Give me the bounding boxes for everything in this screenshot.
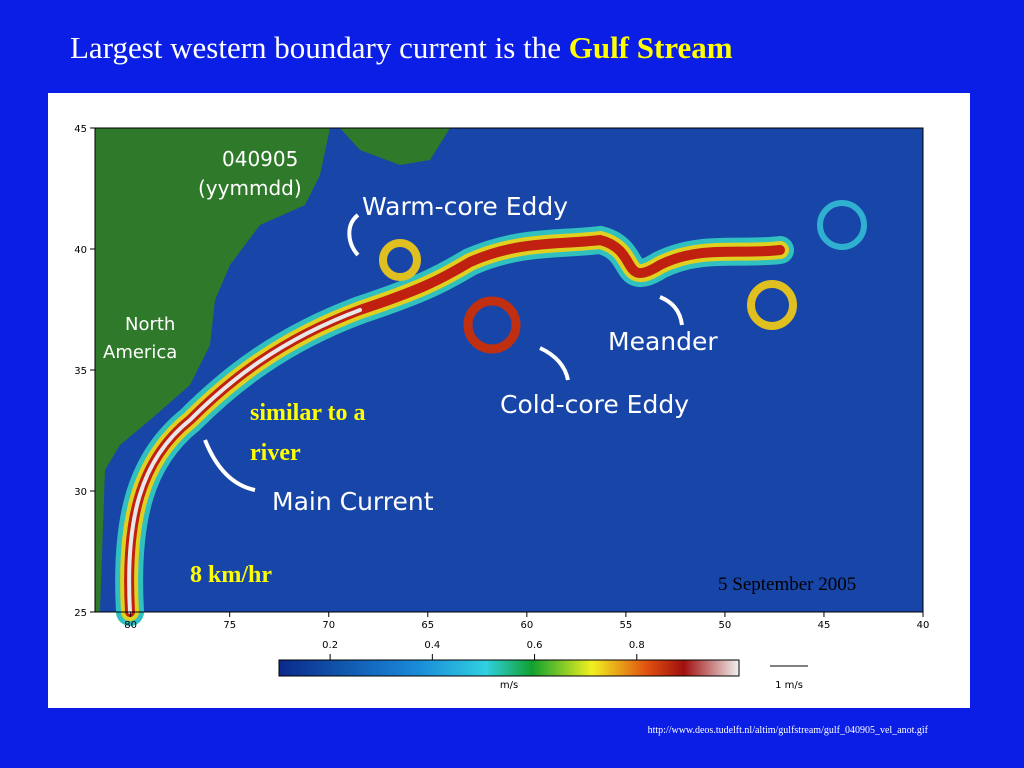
lon-tick-label: 55 <box>620 620 633 631</box>
feature-label: Meander <box>608 327 718 356</box>
land <box>340 128 450 165</box>
lon-tick-label: 50 <box>719 620 732 631</box>
lat-tick-label: 45 <box>74 124 87 135</box>
lon-tick-label: 80 <box>124 620 137 631</box>
note-date: 5 September 2005 <box>718 574 856 595</box>
notes: similar to a river 8 km/hr <box>190 400 366 588</box>
region-label: North <box>125 314 175 335</box>
note-speed: 8 km/hr <box>190 562 272 588</box>
colorbar-unit: m/s <box>500 680 518 691</box>
lon-tick-label: 60 <box>520 620 533 631</box>
gulf-stream <box>115 200 867 626</box>
pointers <box>203 213 684 492</box>
scale-label: 1 m/s <box>775 680 803 691</box>
lat-tick-label: 25 <box>74 608 87 619</box>
colorbar-tick-label: 0.4 <box>424 640 440 651</box>
colorbar <box>278 659 740 677</box>
date-code: 040905 <box>222 147 298 171</box>
date-format: (yymmdd) <box>198 176 302 200</box>
map-labels: 040905 (yymmdd) North America Warm-core … <box>103 147 718 516</box>
slide-title: Largest western boundary current is the … <box>70 30 733 65</box>
lat-tick-label: 40 <box>74 245 87 256</box>
lon-tick-label: 45 <box>818 620 831 631</box>
feature-label: Warm-core Eddy <box>362 192 568 221</box>
lon-tick-label: 75 <box>223 620 236 631</box>
source-url: http://www.deos.tudelft.nl/altim/gulfstr… <box>648 725 929 736</box>
lon-tick-label: 70 <box>322 620 335 631</box>
feature-label: Cold-core Eddy <box>500 390 689 419</box>
colorbar-tick-label: 0.6 <box>527 640 543 651</box>
axes: 80 75 70 65 60 55 50 45 40 45 40 35 30 25 0.2 0.4 0.6 0.8 <box>74 124 929 660</box>
lon-tick-label: 40 <box>917 620 930 631</box>
land <box>95 128 330 612</box>
colorbar-tick-label: 0.8 <box>629 640 645 651</box>
note-line: similar to a <box>250 400 366 426</box>
feature-label: Main Current <box>272 487 434 516</box>
lat-tick-label: 35 <box>74 366 87 377</box>
colorbar-tick-label: 0.2 <box>322 640 338 651</box>
note-line: river <box>250 440 301 466</box>
region-label: America <box>103 342 177 363</box>
lat-tick-label: 30 <box>74 487 87 498</box>
lon-tick-label: 65 <box>421 620 434 631</box>
